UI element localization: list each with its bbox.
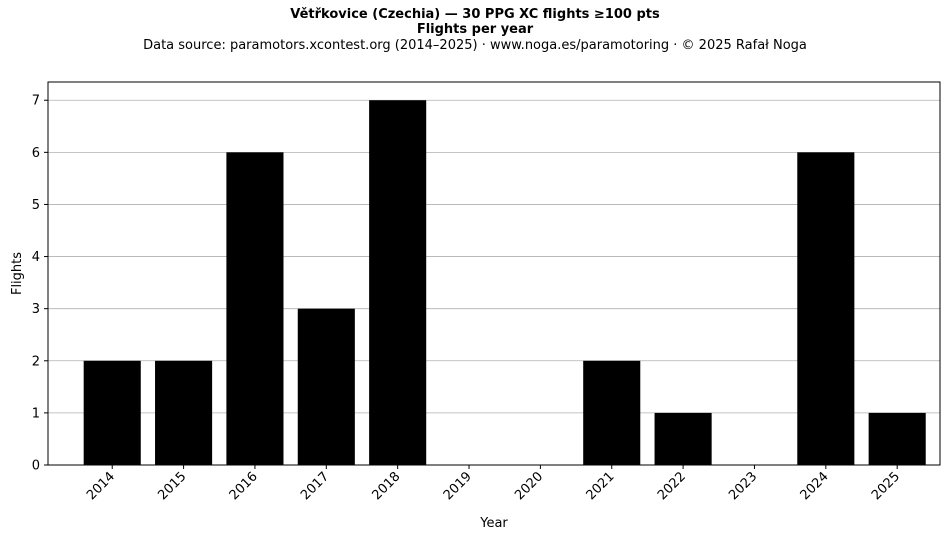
x-tick-label: 2024 xyxy=(798,469,832,503)
x-tick-label: 2014 xyxy=(84,469,118,503)
chart-source-note: Data source: paramotors.xcontest.org (20… xyxy=(143,38,807,53)
x-tick-label: 2019 xyxy=(441,469,475,503)
x-tick-label: 2016 xyxy=(227,469,261,503)
bar-2021 xyxy=(583,360,641,465)
x-tick-label: 2021 xyxy=(584,469,618,503)
chart-titles: Větřkovice (Czechia) — 30 PPG XC flights… xyxy=(0,7,950,54)
chart-title: Větřkovice (Czechia) — 30 PPG XC flights… xyxy=(290,7,660,22)
y-axis-ticks: 0 1 2 3 4 5 6 7 xyxy=(32,94,48,474)
x-tick-label: 2025 xyxy=(869,469,903,503)
y-tick-label: 6 xyxy=(32,146,40,161)
bar-2024 xyxy=(797,152,855,466)
bar-2015 xyxy=(155,360,213,465)
plot-frame xyxy=(47,81,941,466)
x-axis-ticks: 2014 2015 2016 2017 2018 2019 2020 2021 2022 2023… xyxy=(84,465,903,503)
bar-2018 xyxy=(369,100,427,465)
y-tick-label: 7 xyxy=(32,94,40,109)
x-tick-label: 2018 xyxy=(369,469,403,503)
bars xyxy=(83,100,926,466)
x-tick-label: 2023 xyxy=(726,469,760,503)
bar-2017 xyxy=(297,308,355,465)
y-axis-label: Flights xyxy=(10,252,25,295)
y-tick-label: 4 xyxy=(32,250,40,265)
x-axis-label: Year xyxy=(479,516,508,531)
x-tick-label: 2020 xyxy=(512,469,546,503)
bar-2014 xyxy=(83,360,141,465)
y-tick-label: 3 xyxy=(32,302,40,317)
x-tick-label: 2017 xyxy=(298,469,332,503)
y-tick-label: 1 xyxy=(32,406,40,421)
x-tick-label: 2015 xyxy=(155,469,189,503)
bar-2016 xyxy=(226,152,284,466)
y-tick-label: 2 xyxy=(32,354,40,369)
y-tick-label: 0 xyxy=(32,459,40,474)
x-tick-label: 2022 xyxy=(655,469,689,503)
chart-subtitle: Flights per year xyxy=(416,22,534,37)
bar-2025 xyxy=(868,412,926,465)
bar-2022 xyxy=(654,412,712,465)
y-tick-label: 5 xyxy=(32,198,40,213)
